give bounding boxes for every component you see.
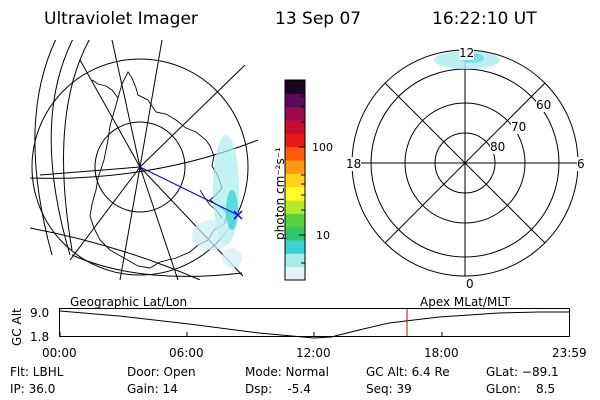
colorbar-segment <box>285 146 305 161</box>
lat-circle-outer <box>31 58 249 276</box>
gain-info: Gain: 14 <box>127 382 178 396</box>
meridian-2 <box>139 64 246 168</box>
colorbar-segment <box>285 266 305 281</box>
polar-mlt-plot <box>351 49 579 277</box>
colorbar-segment <box>285 120 305 134</box>
mode-info: Mode: Normal <box>245 365 329 379</box>
door-info: Door: Open <box>127 365 196 379</box>
aurora-patches-map <box>192 135 242 268</box>
meridian-8 <box>79 59 141 168</box>
instrument-title: Ultraviolet Imager <box>44 9 198 29</box>
ip-info: IP: 36.0 <box>10 382 56 396</box>
outer-lat-arc-4 <box>50 40 74 256</box>
timeline-left-label: Geographic Lat/Lon <box>70 295 188 309</box>
mlt-label-6: 6 <box>577 157 585 171</box>
filter-info: Flt: LBHL <box>10 365 64 379</box>
satellite-track-line <box>139 166 239 216</box>
timeline-y-axis-label: GC Alt <box>10 308 24 346</box>
colorbar-segment <box>285 93 305 108</box>
meridian-4 <box>139 166 179 280</box>
colorbar <box>284 79 306 281</box>
lat-label-80: 80 <box>490 140 506 154</box>
observation-time: 16:22:10 UT <box>432 9 537 29</box>
mlt-label-18: 18 <box>346 157 362 171</box>
colorbar-segment <box>285 240 305 254</box>
mlt-label-0: 0 <box>466 277 474 291</box>
timeline-y-tick-1.8: 1.8 <box>30 330 50 344</box>
x-tick-label-0600: 06:00 <box>169 346 204 360</box>
colorbar-segment <box>285 213 305 228</box>
colorbar-tick-label-100: 100 <box>312 141 333 154</box>
gc-alt-info: GC Alt: 6.4 Re <box>366 365 450 379</box>
colorbar-segment <box>285 253 305 268</box>
x-tick-label-1200: 12:00 <box>296 346 331 360</box>
x-tick-label-1800: 18:00 <box>424 346 459 360</box>
seq-info: Seq: 39 <box>366 382 412 396</box>
meridian-6 <box>69 166 141 261</box>
glat-info: GLat: −89.1 <box>486 365 559 379</box>
timeline-right-label: Apex MLat/MLT <box>420 295 510 309</box>
dsp-info: Dsp: -5.4 <box>245 382 311 396</box>
polar-diagonal-2 <box>384 82 546 244</box>
lat-label-60: 60 <box>536 98 552 112</box>
meridian-5 <box>119 166 141 280</box>
timeline-plot <box>59 308 570 339</box>
lat-circle-inner <box>94 121 186 213</box>
x-tick-label-2359: 23:59 <box>552 346 587 360</box>
meridian-1 <box>139 40 163 168</box>
colorbar-segment <box>285 226 305 241</box>
glon-info: GLon: 8.5 <box>486 382 556 396</box>
outer-lat-arc-2 <box>30 227 201 280</box>
colorbar-unit-label: photon cm⁻²s⁻¹ <box>273 147 287 240</box>
gc-altitude-curve <box>59 310 569 339</box>
colorbar-segment <box>285 160 305 174</box>
x-tick-label-0000: 00:00 <box>42 346 77 360</box>
outer-lat-arc-3 <box>34 40 57 256</box>
colorbar-segment <box>285 200 305 214</box>
observation-date: 13 Sep 07 <box>275 9 362 29</box>
peninsula-coastline <box>91 79 119 99</box>
colorbar-segment <box>285 186 305 201</box>
lat-label-70: 70 <box>511 120 527 134</box>
colorbar-tick-label-10: 10 <box>316 229 330 242</box>
timeline-y-tick-9: 9.0 <box>30 306 50 320</box>
colorbar-segment <box>285 80 305 94</box>
colorbar-segment <box>285 133 305 148</box>
colorbar-segment <box>285 106 305 121</box>
geographic-map <box>30 40 259 280</box>
outer-lat-arc-6 <box>71 254 243 277</box>
mlt-label-12: 12 <box>459 46 475 60</box>
meridian-7 <box>39 166 141 176</box>
outer-lat-arc-5 <box>63 40 90 251</box>
meridian-9 <box>111 40 141 168</box>
colorbar-segment <box>285 173 305 188</box>
satellite-position-cross <box>233 210 243 220</box>
